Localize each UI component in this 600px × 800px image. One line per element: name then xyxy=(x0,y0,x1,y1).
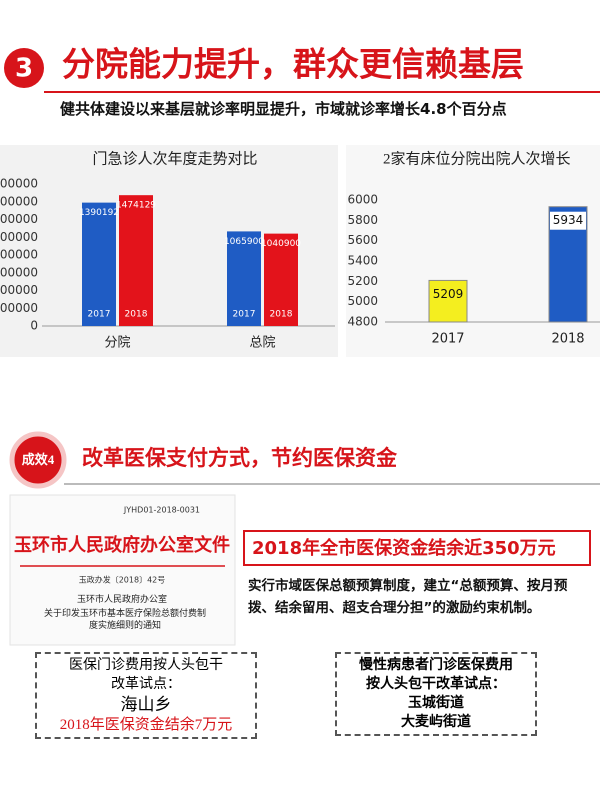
value-label: 1065900 xyxy=(224,237,264,247)
value-label: 1390192 xyxy=(79,208,119,218)
bar xyxy=(82,202,116,326)
series-label: 2017 xyxy=(88,310,111,320)
value-label: 1040900 xyxy=(261,239,301,249)
x-tick-label: 分院 xyxy=(104,336,130,351)
badge xyxy=(4,48,44,88)
bar xyxy=(119,195,153,326)
y-tick-label: 6000 xyxy=(347,193,378,207)
pilot-place: 大麦屿街道 xyxy=(401,715,471,730)
bar xyxy=(264,233,298,326)
y-tick-label: 5800 xyxy=(347,213,378,227)
pilot-line: 慢性病患者门诊医保费用 xyxy=(359,658,513,673)
y-tick-label: 400000 xyxy=(0,283,38,297)
x-tick-label: 2018 xyxy=(551,332,584,347)
y-tick-label: 1600000 xyxy=(0,177,38,191)
series-label: 2018 xyxy=(270,310,293,320)
y-tick-label: 1200000 xyxy=(0,212,38,226)
pilot-line: 按人头包干改革试点： xyxy=(366,677,506,692)
y-tick-label: 800000 xyxy=(0,248,38,262)
header-title: 分院能力提升，群众更信赖基层 xyxy=(62,45,524,84)
highlight-box xyxy=(243,530,591,566)
value-label: 5934 xyxy=(553,213,584,227)
y-tick-label: 5600 xyxy=(347,233,378,247)
document-image xyxy=(9,494,236,646)
document-number: 玉政办发〔2018〕42号 xyxy=(79,575,166,585)
y-tick-label: 5000 xyxy=(347,294,378,308)
document-subject: 关于印发玉环市基本医疗保险总额付费制度实施细则的通知 xyxy=(43,608,206,630)
value-label: 1474129 xyxy=(116,201,156,211)
y-tick-label: 0 xyxy=(30,319,38,333)
pilot-box: 医保门诊费用按人头包干 改革试点： 海山乡 2018年医保资金结余7万元 xyxy=(35,652,257,739)
chart-title: 2家有床位分院出院人次增长 xyxy=(383,149,571,167)
y-tick-label: 1400000 xyxy=(0,194,38,208)
document-office: 玉环市人民政府办公室 xyxy=(77,593,167,604)
pilot-line: 医保门诊费用按人头包干 xyxy=(69,658,223,673)
header-subtitle: 健共体建设以来基层就诊率明显提升，市域就诊率增长4.8个百分点 xyxy=(60,100,507,118)
y-tick-label: 5200 xyxy=(347,274,378,288)
badge-number: 3 xyxy=(15,54,33,84)
pilot-result: 2018年医保资金结余7万元 xyxy=(59,717,233,733)
series-label: 2018 xyxy=(125,310,148,320)
x-tick-label: 2017 xyxy=(431,332,464,347)
bar xyxy=(227,231,261,326)
y-tick-label: 600000 xyxy=(0,265,38,279)
bar xyxy=(428,279,468,323)
value-label: 5209 xyxy=(433,287,464,301)
y-tick-label: 5400 xyxy=(347,254,378,268)
pilot-line: 改革试点： xyxy=(111,677,181,692)
chart-title: 门急诊人次年度走势对比 xyxy=(92,150,257,167)
document-issuer: 玉环市人民政府办公室文件 xyxy=(14,534,230,555)
pilot-place: 海山乡 xyxy=(120,695,172,714)
y-tick-label: 200000 xyxy=(0,301,38,315)
document-code: JYHD01-2018-0031 xyxy=(123,506,200,515)
section-title: 改革医保支付方式，节约医保资金 xyxy=(82,446,398,470)
y-tick-label: 4800 xyxy=(347,315,378,329)
value-label-bg xyxy=(550,211,586,230)
y-tick-label: 1000000 xyxy=(0,230,38,244)
section-badge xyxy=(9,431,67,489)
x-tick-label: 总院 xyxy=(249,336,275,351)
pilot-box: 慢性病患者门诊医保费用 按人头包干改革试点： 玉城街道 大麦屿街道 xyxy=(335,652,537,736)
description: 实行市域医保总额预算制度，建立“总额预算、按月预拨、结余留用、超支合理分担”的激… xyxy=(248,578,568,616)
series-label: 2017 xyxy=(233,310,256,320)
highlight: 2018年全市医保资金结余近350万元 xyxy=(252,537,556,559)
pilot-place: 玉城街道 xyxy=(408,696,464,711)
section-badge-text: 成效4 xyxy=(22,452,55,467)
